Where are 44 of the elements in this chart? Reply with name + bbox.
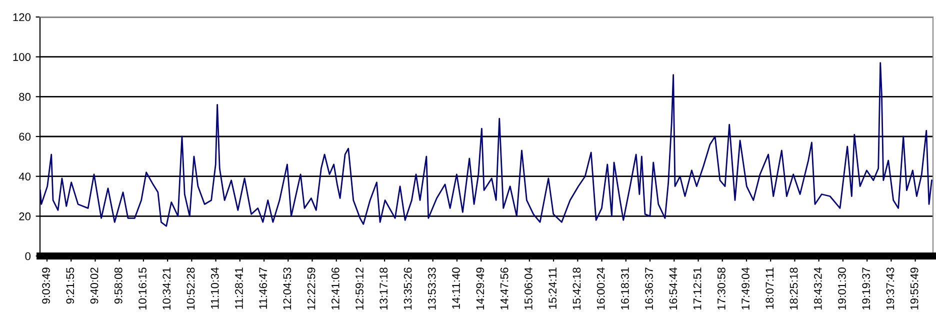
x-tick-label: 13:17:18	[380, 268, 388, 310]
x-tick-label: 19:37:43	[886, 268, 894, 310]
x-tick-label: 15:42:18	[572, 268, 581, 310]
x-tick-label: 12:41:06	[331, 268, 340, 310]
x-tick-label: 14:29:49	[476, 268, 484, 310]
x-tick-label: 9:21:55	[66, 268, 74, 304]
x-tick-label: 16:36:37	[645, 268, 653, 310]
x-tick-label: 12:59:12	[356, 268, 364, 310]
y-tick-label: 20	[19, 212, 31, 220]
x-tick-label: 19:01:30	[838, 268, 846, 310]
x-tick-label: 15:24:11	[548, 268, 557, 309]
x-tick-label: 10:16:15	[138, 268, 146, 310]
x-tick-label: 12:04:53	[283, 268, 292, 310]
y-tick-label: 40	[18, 172, 31, 180]
x-tick-label: 10:52:28	[186, 268, 195, 310]
x-tick-label: 9:40:02	[90, 268, 98, 304]
x-tick-label: 13:53:33	[428, 268, 436, 310]
x-tick-label: 14:47:56	[500, 268, 508, 310]
y-tick-label: 0	[25, 252, 31, 260]
x-tick-label: 16:18:31	[621, 268, 629, 310]
x-tick-label: 19:19:37	[862, 268, 870, 310]
x-tick-label: 10:34:21	[162, 268, 171, 310]
x-tick-label: 17:49:04	[742, 267, 750, 310]
x-tick-label: 15:06:04	[524, 267, 532, 310]
x-tick-label: 11:46:47	[259, 268, 268, 309]
y-tick-label: 120	[13, 13, 31, 22]
x-tick-label: 18:43:24	[814, 267, 822, 310]
x-tick-label: 16:54:44	[669, 267, 678, 310]
x-tick-label: 18:25:18	[790, 268, 798, 310]
y-tick-label: 80	[19, 92, 31, 101]
x-tick-label: 18:07:11	[766, 268, 774, 309]
x-tick-label: 14:11:40	[452, 268, 460, 309]
x-tick-label: 9:03:49	[42, 268, 50, 304]
y-tick-label: 60	[19, 132, 31, 141]
x-tick-label: 16:00:24	[596, 267, 605, 310]
y-tick-label: 100	[13, 53, 31, 61]
x-tick-label: 9:58:08	[114, 268, 122, 304]
x-tick-label: 11:28:41	[235, 268, 243, 309]
x-tick-label: 19:55:49	[910, 268, 918, 310]
x-tick-label: 17:12:51	[693, 268, 702, 310]
x-tick-label: 12:22:59	[307, 268, 316, 310]
x-tick-label: 17:30:58	[717, 268, 726, 310]
x-tick-label: 11:10:34	[210, 267, 219, 309]
x-tick-label: 13:35:26	[404, 268, 412, 310]
